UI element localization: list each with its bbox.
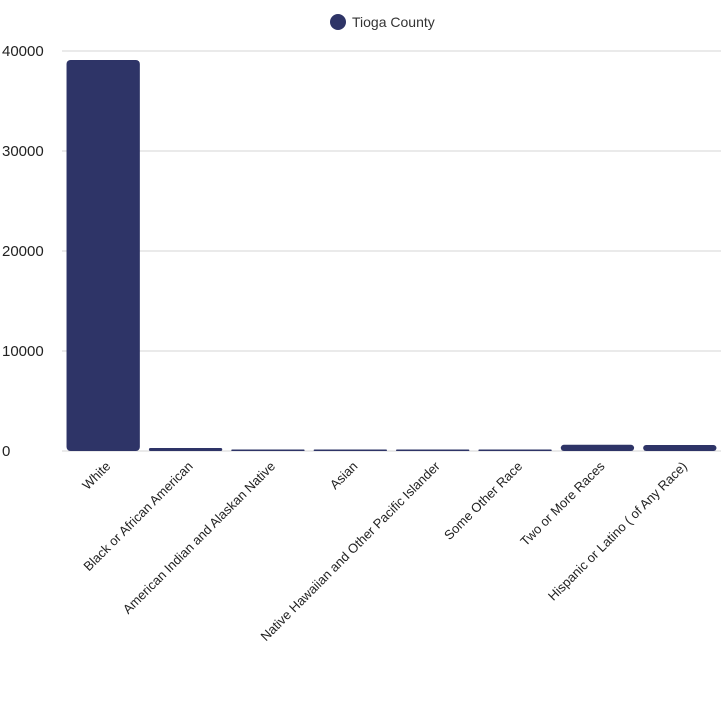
y-tick-label: 10000 xyxy=(2,343,44,360)
bar-black-or-african-american xyxy=(148,448,223,451)
legend-label-tioga-county: Tioga County xyxy=(352,14,435,30)
y-axis-ticks: 0 10000 20000 30000 40000 xyxy=(2,43,44,460)
gridlines xyxy=(62,50,721,452)
y-tick-label: 20000 xyxy=(2,243,44,260)
x-tick-label-some-other-race: Some Other Race xyxy=(441,459,525,543)
y-tick-label: 40000 xyxy=(2,43,44,60)
bar-some-other-race xyxy=(478,449,552,451)
y-tick-label: 0 xyxy=(2,443,10,460)
y-tick-label: 30000 xyxy=(2,143,44,160)
x-tick-label-two-or-more-races: Two or More Races xyxy=(517,458,608,549)
bar-hispanic-or-latino-of-any-race xyxy=(643,445,717,451)
x-tick-label-white: White xyxy=(79,459,113,493)
bar-native-hawaiian-and-other-pacific-islander xyxy=(396,449,470,451)
bar-asian xyxy=(313,449,387,451)
bar-white xyxy=(66,60,140,451)
legend-swatch-tioga-county xyxy=(330,14,346,30)
x-tick-label-asian: Asian xyxy=(327,459,361,493)
bar-two-or-more-races xyxy=(560,444,635,451)
x-tick-label-native-hawaiian-and-other-pacific-islander: Native Hawaiian and Other Pacific Island… xyxy=(257,458,443,644)
bars xyxy=(66,60,717,451)
x-tick-label-american-indian-and-alaskan-native: American Indian and Alaskan Native xyxy=(120,459,278,617)
bar-american-indian-and-alaskan-native xyxy=(231,449,305,451)
legend: Tioga County xyxy=(330,14,435,30)
x-tick-label-hispanic-or-latino-of-any-race: Hispanic or Latino ( of Any Race) xyxy=(545,459,690,604)
